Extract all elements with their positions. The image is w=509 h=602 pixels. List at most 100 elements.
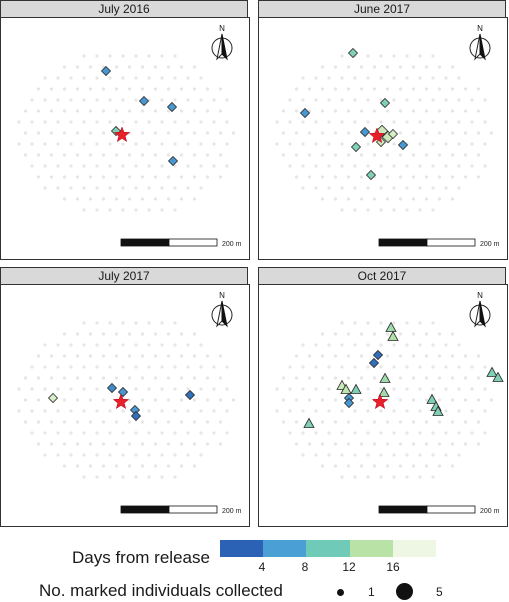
grid-dot xyxy=(127,197,132,201)
grid-dot xyxy=(140,153,145,157)
grid-dot xyxy=(444,387,448,391)
grid-dot xyxy=(450,131,455,135)
grid-dot xyxy=(483,431,487,435)
grid-dot xyxy=(140,376,145,380)
grid-dot xyxy=(463,442,468,446)
grid-dot xyxy=(372,197,377,201)
grid-dot xyxy=(294,131,299,135)
grid-dot xyxy=(108,453,112,457)
grid-dot xyxy=(153,153,158,157)
grid-dot xyxy=(340,365,344,369)
grid-dot xyxy=(366,186,370,190)
grid-dot xyxy=(372,87,377,91)
grid-dot xyxy=(366,387,370,391)
grid-dot xyxy=(346,153,351,157)
grid-dot xyxy=(121,120,125,124)
grid-dot xyxy=(307,354,312,358)
grid-dot xyxy=(372,420,377,424)
grid-dot xyxy=(476,87,481,91)
grid-dot xyxy=(82,120,86,124)
grid-dot xyxy=(431,76,435,80)
grid-dot xyxy=(192,153,197,157)
capture-point-diamond xyxy=(372,349,384,361)
grid-dot xyxy=(314,431,318,435)
grid-dot xyxy=(431,431,435,435)
grid-dot xyxy=(192,354,197,358)
grid-dot xyxy=(457,186,461,190)
grid-dot xyxy=(186,365,190,369)
grid-dot xyxy=(340,453,344,457)
grid-dot xyxy=(173,475,177,479)
grid-dot xyxy=(314,120,318,124)
grid-dot xyxy=(281,153,286,157)
grid-dot xyxy=(114,175,119,179)
panel-july-2017: July 2017 N 200 m xyxy=(0,267,250,527)
scale-bar-label: 200 m xyxy=(480,508,500,515)
grid-dot xyxy=(294,175,299,179)
grid-dot xyxy=(359,376,364,380)
grid-dot xyxy=(192,376,197,380)
grid-dot xyxy=(147,142,151,146)
grid-dot xyxy=(82,431,86,435)
grid-dot xyxy=(327,76,331,80)
capture-point-triangle xyxy=(303,417,315,428)
grid-dot xyxy=(457,365,461,369)
release-point-star xyxy=(368,127,386,144)
grid-dot xyxy=(437,131,442,135)
scale-bar: 200 m xyxy=(378,505,500,515)
grid-dot xyxy=(301,431,305,435)
grid-dot xyxy=(140,442,145,446)
grid-dot xyxy=(398,376,403,380)
grid-dot xyxy=(431,142,435,146)
grid-dot xyxy=(398,464,403,468)
grid-dot xyxy=(147,54,151,58)
grid-dot xyxy=(62,109,67,113)
grid-dot xyxy=(340,409,344,413)
grid-dot xyxy=(450,420,455,424)
grid-dot xyxy=(314,365,318,369)
color-tick-label: 12 xyxy=(342,560,356,574)
grid-dot xyxy=(166,175,171,179)
grid-dot xyxy=(62,332,67,336)
grid-dot xyxy=(450,153,455,157)
grid-dot xyxy=(134,321,138,325)
capture-point-diamond xyxy=(106,382,118,394)
scale-bar: 200 m xyxy=(120,238,242,248)
grid-dot xyxy=(379,431,383,435)
grid-dot xyxy=(95,475,99,479)
capture-point-triangle xyxy=(385,321,397,332)
grid-dot xyxy=(160,54,164,58)
grid-dot xyxy=(320,354,325,358)
grid-dot xyxy=(36,131,41,135)
grid-dot xyxy=(411,354,416,358)
grid-dot xyxy=(140,354,145,358)
grid-dot xyxy=(205,442,210,446)
grid-dot xyxy=(121,409,125,413)
grid-dot xyxy=(205,87,210,91)
sampling-grid xyxy=(17,54,236,212)
size-key-large-dot xyxy=(396,583,413,600)
grid-dot xyxy=(314,76,318,80)
grid-dot xyxy=(179,464,184,468)
grid-dot xyxy=(333,65,338,69)
grid-dot xyxy=(140,131,145,135)
capture-point-triangle xyxy=(340,383,352,394)
grid-dot xyxy=(489,131,494,135)
grid-dot xyxy=(199,142,203,146)
grid-dot xyxy=(437,197,442,201)
grid-dot xyxy=(153,354,158,358)
grid-dot xyxy=(418,365,422,369)
grid-dot xyxy=(23,153,28,157)
grid-dot xyxy=(62,464,67,468)
grid-dot xyxy=(288,120,292,124)
capture-point-diamond xyxy=(387,128,399,140)
grid-dot xyxy=(457,76,461,80)
grid-dot xyxy=(398,131,403,135)
grid-dot xyxy=(134,186,138,190)
grid-dot xyxy=(199,387,203,391)
grid-dot xyxy=(327,98,331,102)
color-bar-segment xyxy=(392,540,437,557)
grid-dot xyxy=(314,186,318,190)
grid-dot xyxy=(405,54,409,58)
grid-dot xyxy=(166,332,171,336)
